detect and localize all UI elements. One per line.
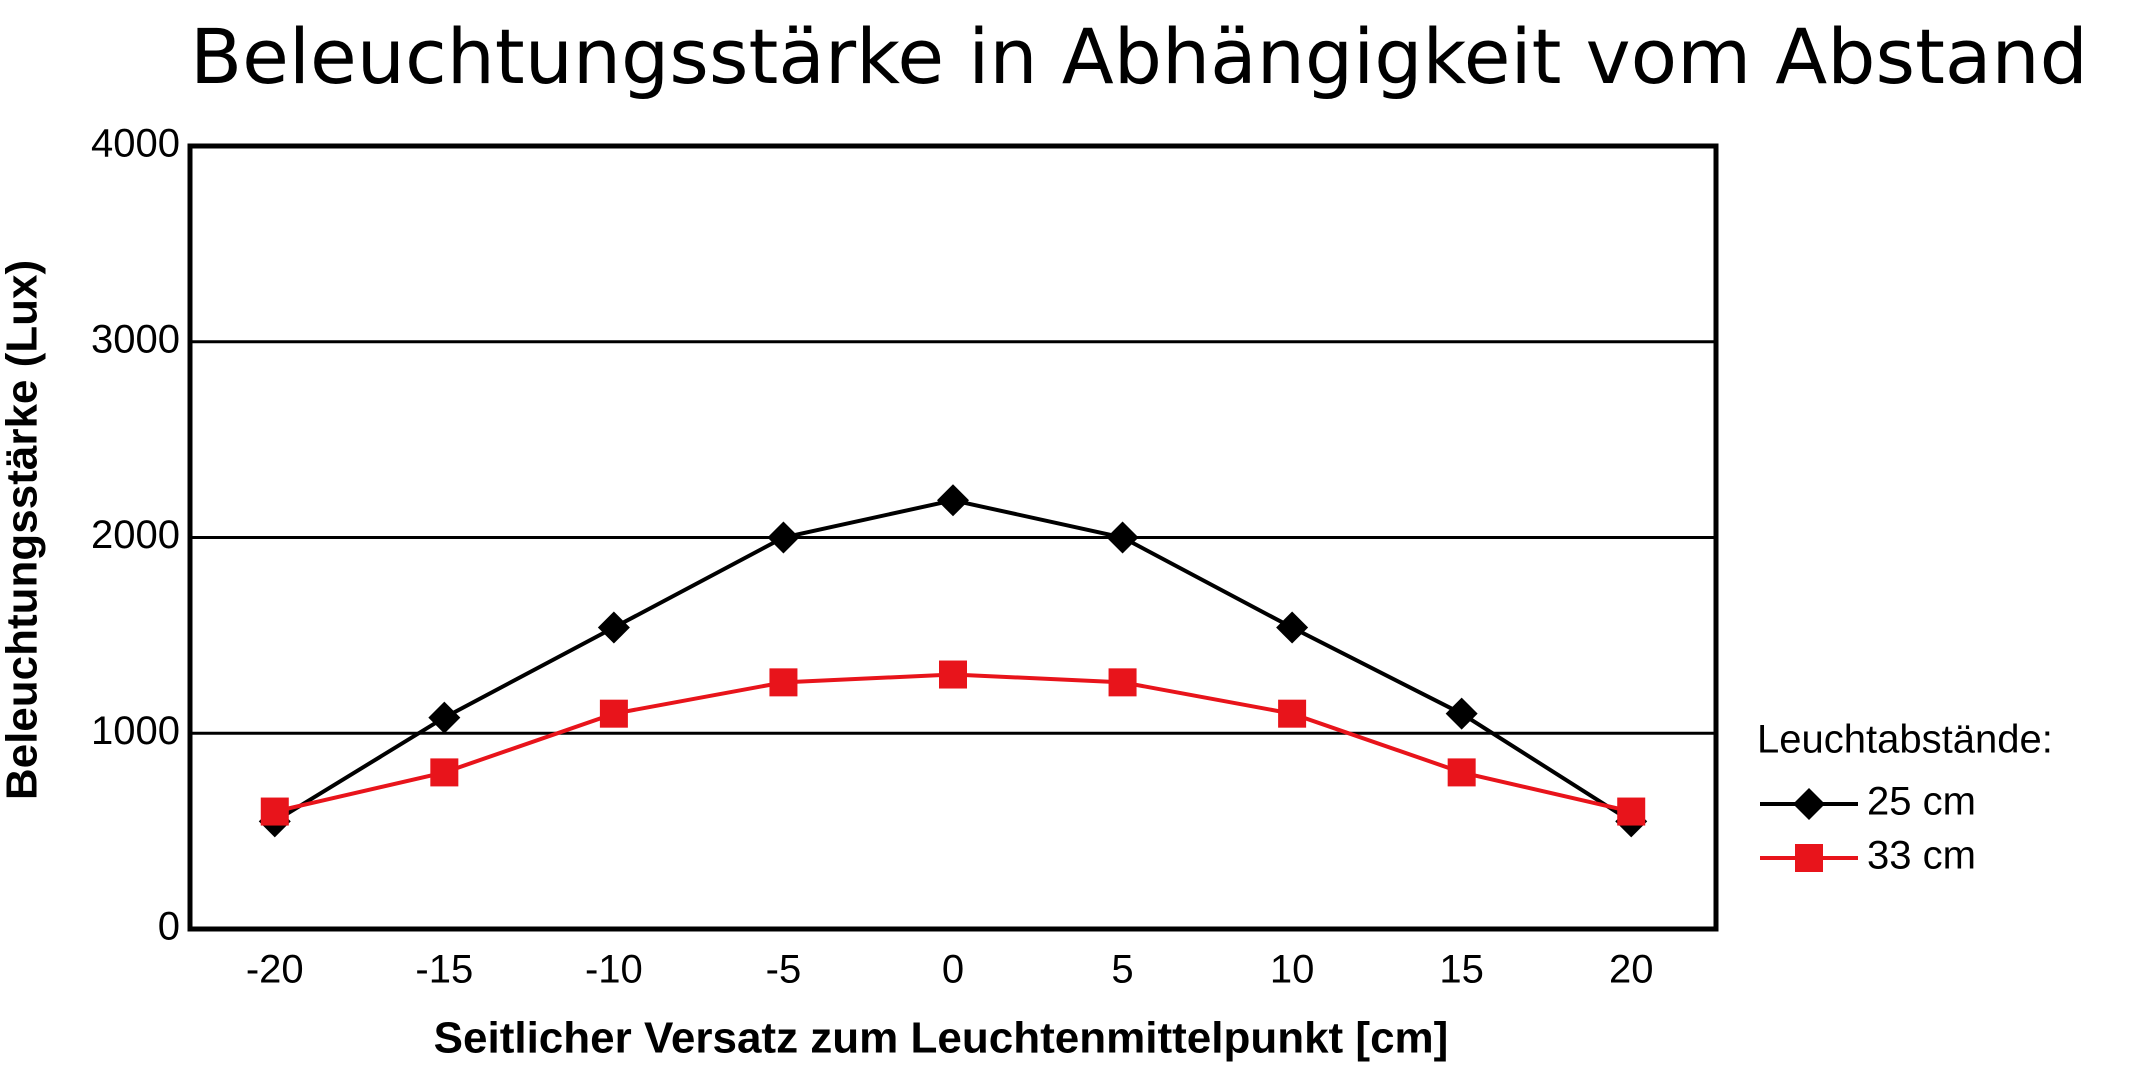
marker: [599, 699, 628, 728]
x-tick-label: 20: [1609, 948, 1654, 992]
plot-frame: [187, 143, 1719, 932]
legend-marker: [1795, 844, 1823, 872]
x-axis-title: Seitlicher Versatz zum Leuchtenmittelpun…: [434, 1014, 1449, 1063]
y-tick-label: 3000: [91, 317, 180, 361]
marker: [1108, 668, 1137, 697]
x-tick-label: -15: [415, 948, 473, 992]
x-tick-label: 15: [1439, 948, 1484, 992]
y-tick-label: 1000: [91, 709, 180, 753]
chart-title: Beleuchtungsstärke in Abhängigkeit vom A…: [190, 12, 2088, 101]
marker: [428, 701, 461, 734]
marker: [1445, 697, 1478, 730]
legend-label: 33 cm: [1867, 834, 1976, 878]
marker: [1447, 758, 1476, 787]
x-tick-label: -10: [585, 948, 643, 992]
marker: [769, 668, 798, 697]
marker: [1276, 611, 1309, 644]
x-tick-label: -5: [766, 948, 802, 992]
x-tick-label: 0: [942, 948, 964, 992]
marker: [1278, 699, 1307, 728]
y-tick-label: 2000: [91, 513, 180, 557]
marker: [939, 660, 967, 689]
marker: [937, 484, 969, 517]
y-tick-label: 0: [158, 905, 180, 949]
legend-label: 25 cm: [1867, 780, 1976, 824]
legend-marker: [1793, 788, 1825, 820]
marker: [1106, 521, 1139, 554]
marker: [767, 521, 800, 554]
marker: [597, 611, 630, 644]
y-axis-title: Beleuchtungsstärke (Lux): [0, 260, 47, 800]
legend-title: Leuchtabstände:: [1757, 718, 2053, 762]
x-tick-label: -20: [246, 948, 304, 992]
x-tick-label: 10: [1270, 948, 1315, 992]
marker: [430, 758, 459, 787]
x-tick-label: 5: [1111, 948, 1133, 992]
marker: [1617, 797, 1646, 826]
marker: [260, 797, 289, 826]
y-tick-label: 4000: [91, 122, 180, 166]
